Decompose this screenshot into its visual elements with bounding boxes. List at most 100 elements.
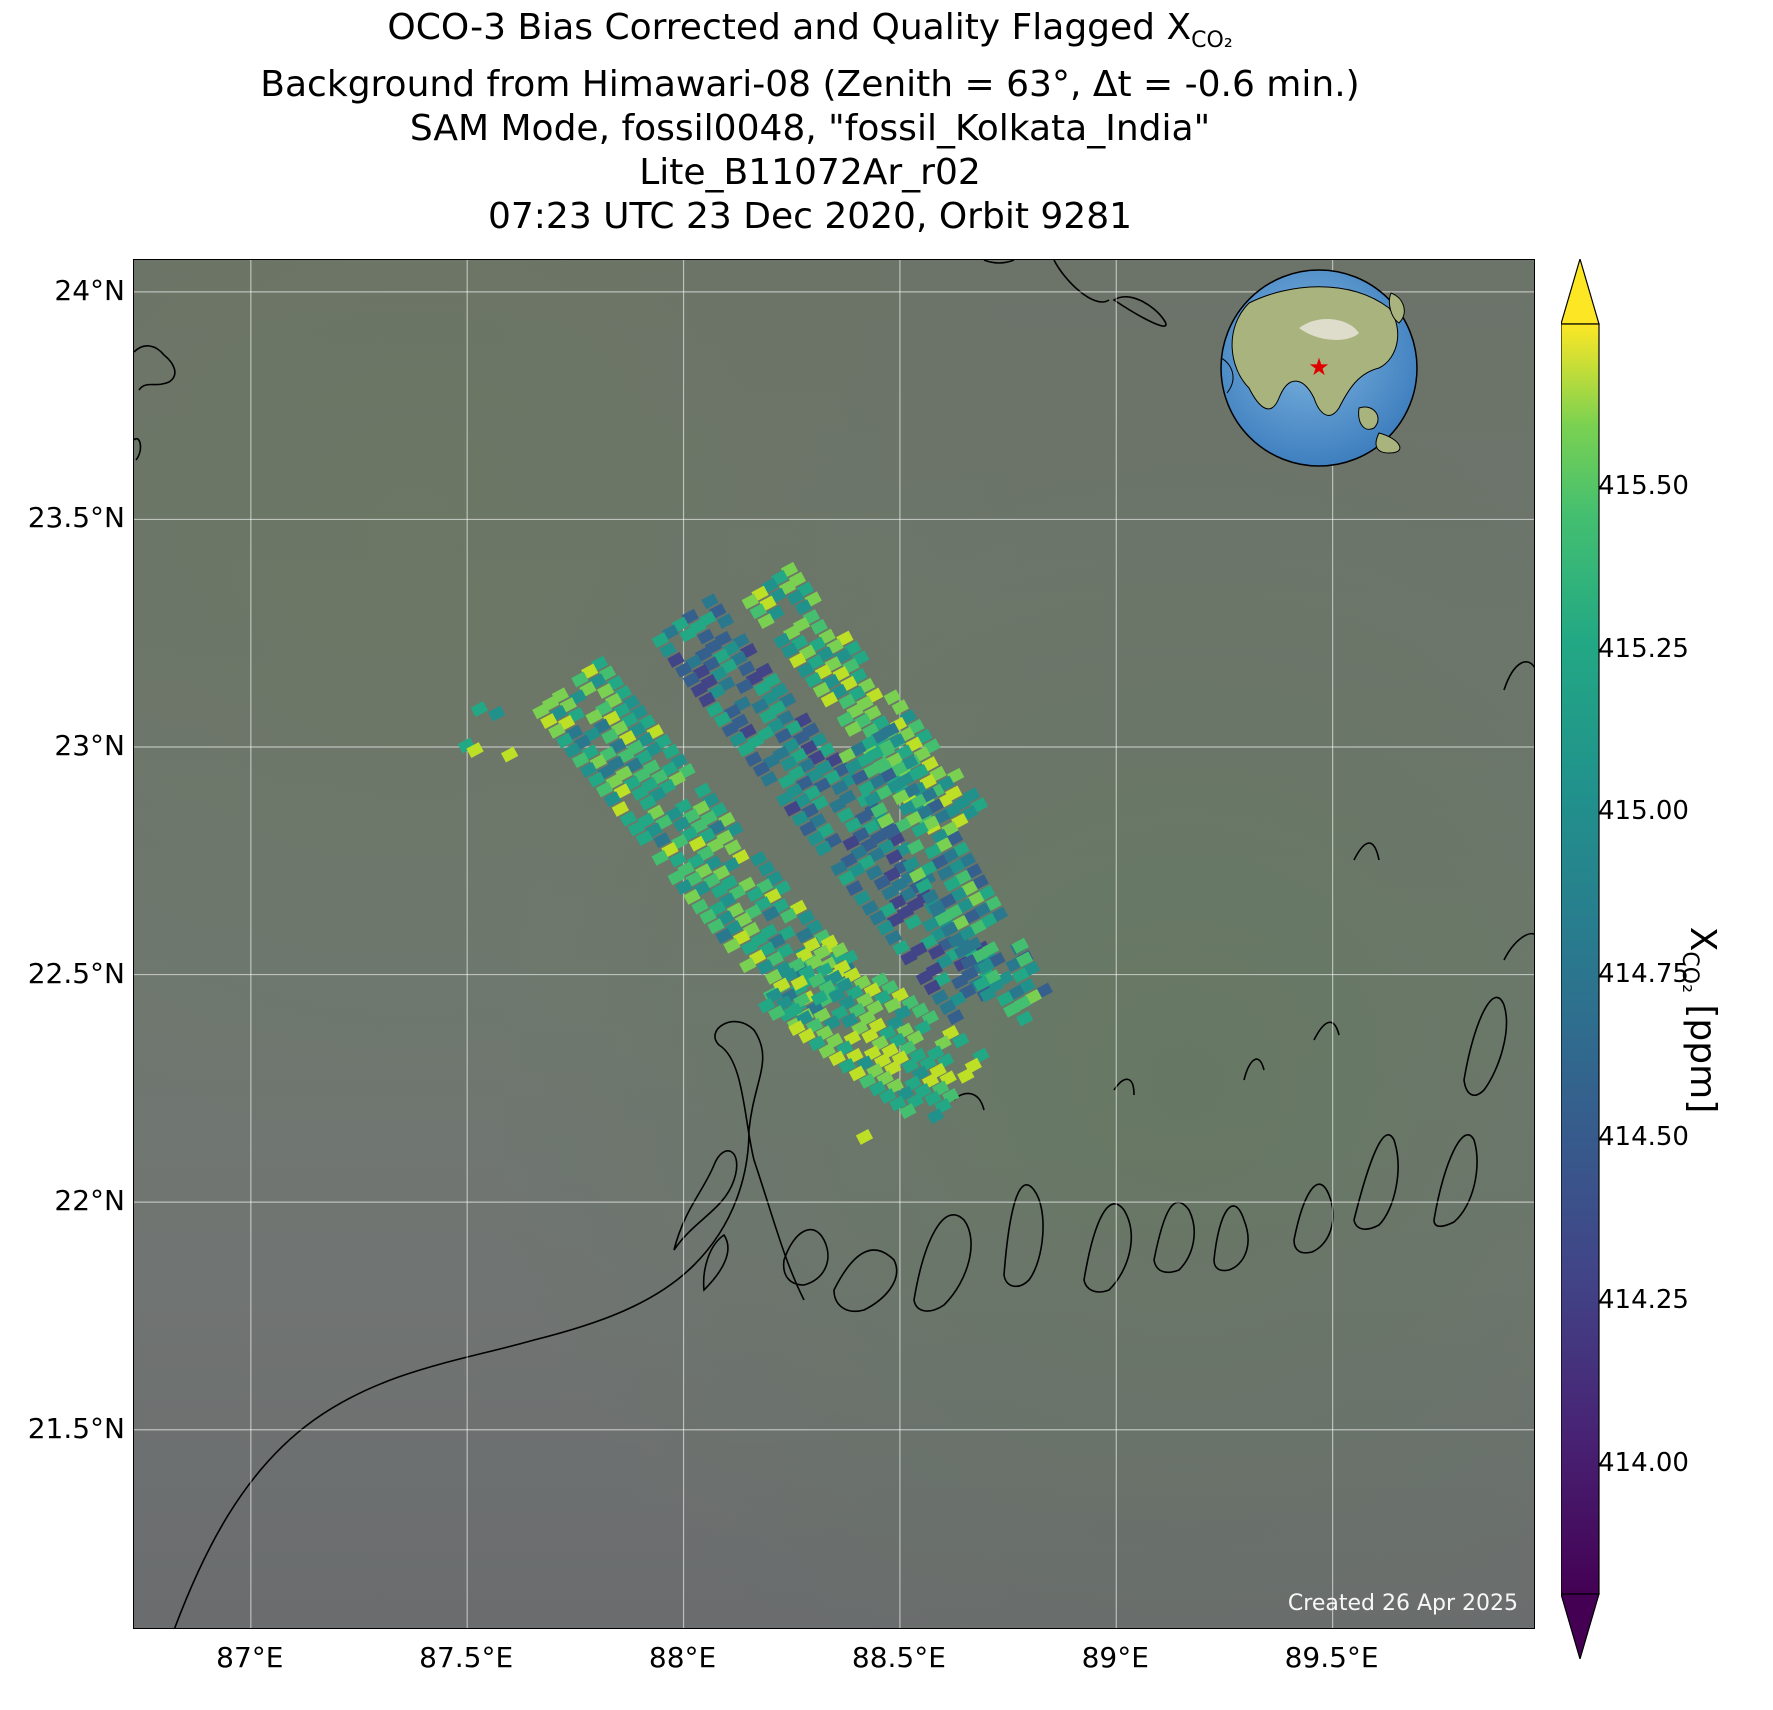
sounding-pixel [760, 771, 778, 787]
sounding-pixel [603, 791, 622, 808]
sounding-pixel [757, 613, 775, 630]
sounding-pixel [585, 708, 603, 725]
sounding-pixel [691, 898, 709, 915]
sounding-pixel [789, 652, 807, 669]
sounding-pixel [810, 989, 829, 1006]
sounding-pixel [808, 972, 826, 989]
sounding-pixel [679, 626, 697, 643]
colorbar-tick-label: 415.25 [1598, 633, 1689, 664]
sounding-pixel [627, 820, 645, 837]
sounding-pixel [697, 628, 715, 645]
sounding-pixel [921, 888, 940, 905]
sounding-pixel [881, 884, 899, 901]
sounding-pixel [786, 589, 805, 606]
sounding-pixel [631, 785, 649, 801]
sounding-pixel [651, 632, 670, 648]
sounding-pixel [780, 907, 798, 924]
sounding-pixel [595, 781, 614, 798]
sounding-pixel [548, 722, 566, 739]
lon-tick-label: 87°E [216, 1641, 284, 1674]
sounding-pixel [688, 835, 707, 852]
sounding-pixel [902, 856, 920, 873]
colorbar-tick-label: 414.75 [1598, 959, 1689, 990]
sounding-pixel [939, 999, 957, 1016]
sounding-pixel [797, 909, 816, 926]
sounding-pixel [838, 693, 856, 710]
lon-tick-label: 88°E [648, 1641, 717, 1674]
colorbar-extend-max [1561, 259, 1600, 325]
lon-tick-label: 88.5°E [851, 1641, 946, 1674]
sounding-pixel [540, 713, 558, 729]
sounding-pixel [953, 943, 972, 959]
sounding-pixel [828, 987, 846, 1004]
sounding-pixel [662, 743, 680, 760]
sounding-pixel [756, 959, 775, 975]
sounding-pixel [556, 732, 574, 749]
sounding-pixel [701, 593, 719, 610]
colorbar-tick-marks [1599, 486, 1601, 1465]
sounding-pixel [928, 899, 946, 916]
sounding-pixel [790, 974, 808, 991]
sounding-pixel [653, 832, 671, 848]
sounding-pixel [785, 1002, 803, 1019]
sounding-pixel [716, 613, 735, 629]
sounding-pixel [830, 860, 848, 877]
title-line-3: SAM Mode, fossil0048, "fossil_Kolkata_In… [409, 108, 1211, 150]
sounding-pixel [807, 830, 825, 847]
sounding-pixel [855, 1128, 874, 1145]
sounding-pixel [844, 758, 863, 775]
sounding-pixel [773, 632, 791, 649]
sounding-pixel [768, 1005, 786, 1022]
sounding-pixel [870, 802, 888, 818]
sounding-pixel [753, 680, 771, 697]
sounding-pixel [940, 921, 959, 938]
lat-tick-label: 22°N [54, 1184, 125, 1218]
sounding-pixel [904, 914, 922, 931]
sounding-pixel [845, 880, 864, 897]
lat-tick-label: 23°N [54, 729, 125, 762]
sounding-pixel [858, 1073, 877, 1089]
target-star: ★ [1308, 353, 1330, 381]
sounding-pixel [457, 737, 476, 754]
sounding-pixel [892, 939, 910, 956]
sounding-pixel [746, 886, 764, 903]
sounding-pixel [635, 830, 653, 847]
sounding-pixel [911, 821, 929, 838]
sounding-pixel [977, 958, 995, 975]
sounding-pixel [848, 1065, 867, 1082]
sounding-pixel [937, 865, 955, 882]
sounding-pixel [924, 843, 942, 860]
sounding-pixel [857, 780, 876, 797]
sounding-pixel [797, 662, 815, 679]
sounding-pixel [715, 928, 733, 944]
lat-tick-label: 21.5°N [27, 1411, 125, 1445]
sounding-pixel [764, 968, 783, 985]
sounding-pixel [828, 1050, 846, 1067]
sounding-pixel [883, 823, 901, 840]
sounding-pixel [947, 932, 965, 949]
sounding-pixel [587, 771, 606, 788]
sounding-pixel [744, 751, 763, 768]
sounding-pixel [639, 794, 657, 811]
created-date: Created 26 Apr 2025 [1287, 1591, 1518, 1616]
sounding-pixel [667, 651, 685, 668]
sounding-pixel [911, 1002, 929, 1019]
sounding-pixel [931, 828, 949, 845]
sounding-pixel [780, 755, 798, 772]
sounding-pixel [892, 789, 910, 806]
sounding-pixel [900, 949, 918, 966]
sounding-pixel [836, 807, 855, 824]
sounding-pixel [713, 711, 732, 728]
sounding-pixel [707, 918, 725, 935]
sounding-pixel [876, 812, 895, 829]
sounding-pixel [596, 683, 615, 699]
map-panel[interactable]: ★ Created 26 Apr 2025 [133, 259, 1535, 1629]
sounding-pixel [836, 711, 854, 728]
sounding-pixel [762, 905, 780, 922]
sounding-pixel [901, 1057, 919, 1074]
sounding-pixel [957, 1067, 975, 1084]
xco2-soundings [457, 561, 1053, 1145]
sounding-pixel [842, 834, 860, 851]
colorbar [1561, 259, 1601, 1659]
colorbar-tick-label: 414.00 [1598, 1447, 1689, 1478]
